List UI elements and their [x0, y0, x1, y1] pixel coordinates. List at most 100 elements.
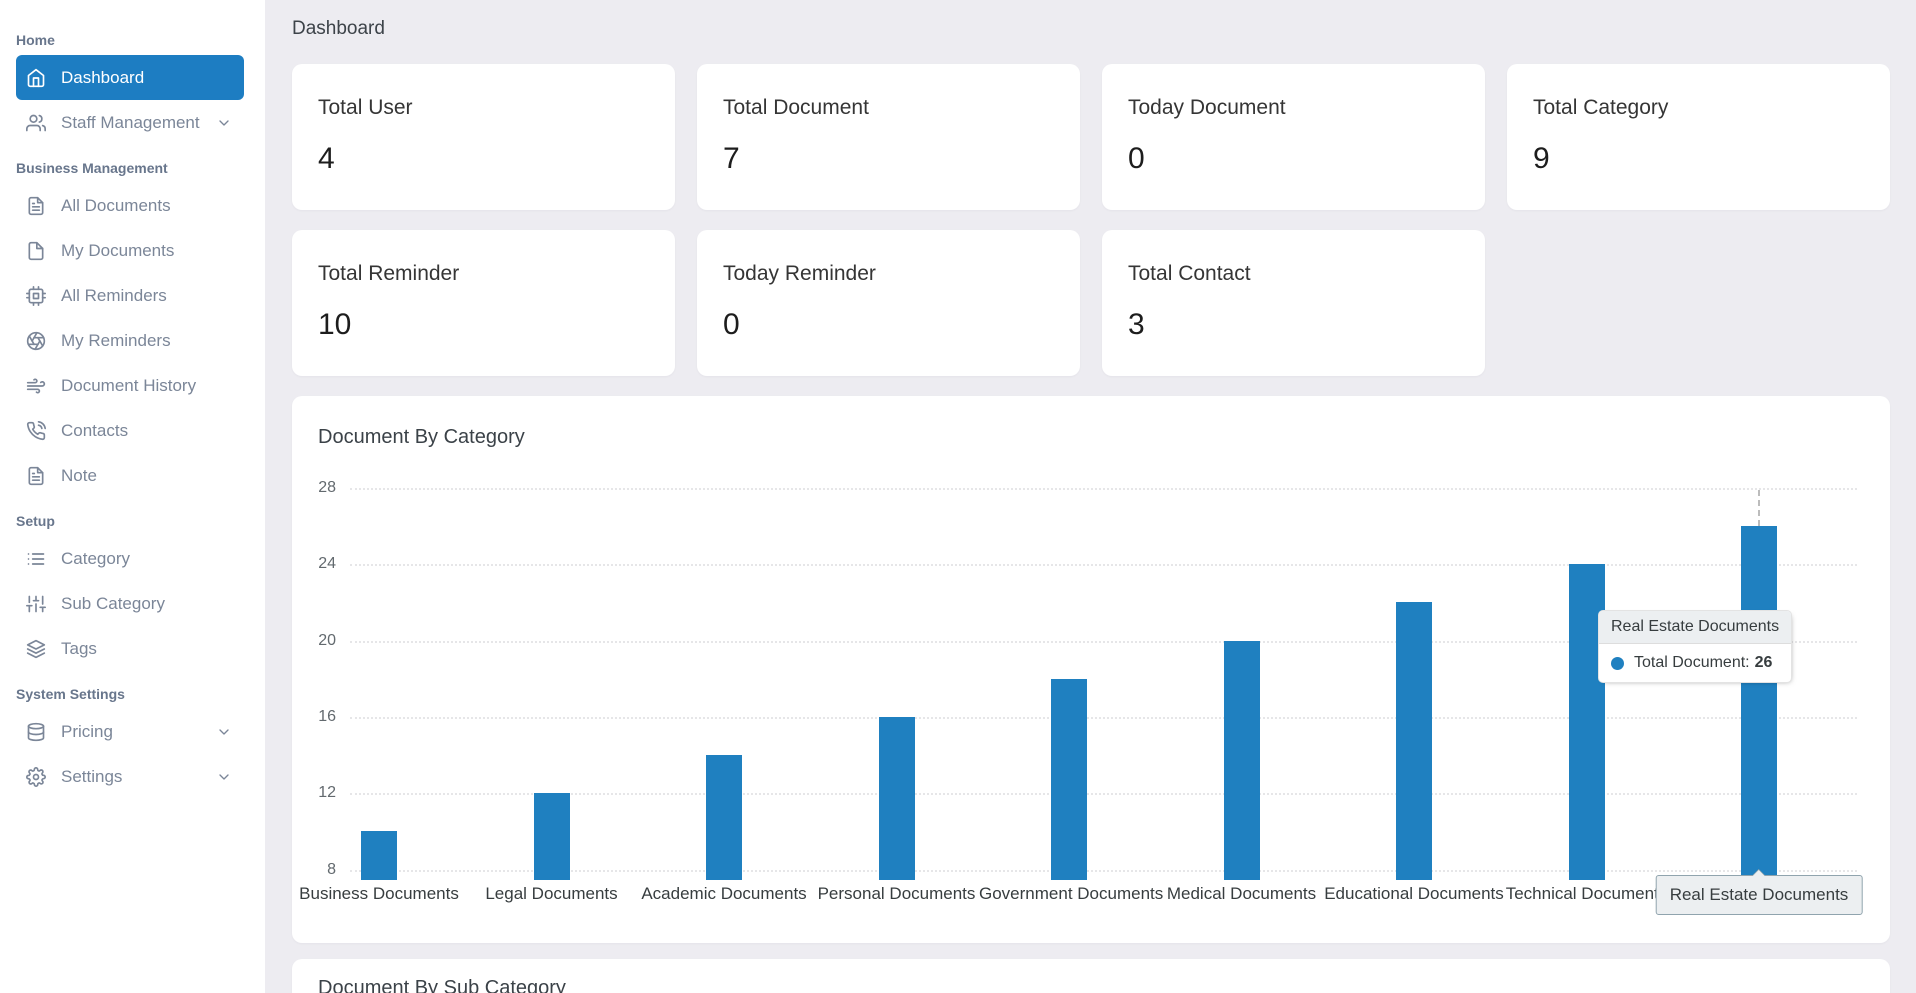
stat-card-title: Total Reminder: [318, 262, 460, 285]
file-icon: [26, 241, 46, 261]
stat-card-title: Today Reminder: [723, 262, 876, 285]
stat-card-value: 7: [723, 142, 740, 175]
users-icon: [26, 113, 46, 133]
sidebar-item-label: Note: [61, 465, 97, 485]
sidebar-item-category[interactable]: Category: [16, 536, 244, 581]
sidebar-item-label: Pricing: [61, 721, 113, 741]
x-axis-label-government-documents: Government Documents: [979, 884, 1164, 903]
sidebar-item-pricing[interactable]: Pricing: [16, 709, 244, 754]
chart-tooltip-body: Total Document: 26: [1599, 644, 1791, 682]
sidebar-item-settings[interactable]: Settings: [16, 754, 244, 799]
y-axis-tick-label: 8: [327, 860, 336, 878]
sidebar-section-setup: Setup: [16, 513, 55, 529]
gear-icon: [26, 766, 46, 787]
bar-personal-documents[interactable]: [878, 716, 915, 880]
bar-legal-documents[interactable]: [533, 793, 570, 880]
sidebar-item-label: Category: [61, 548, 130, 568]
sidebar-item-label: My Documents: [61, 240, 175, 260]
sidebar: Home Dashboard Staff Management Business Ma…: [0, 0, 265, 993]
sidebar-item-document-history[interactable]: Document History: [16, 363, 244, 408]
sidebar-item-label: All Reminders: [61, 285, 167, 305]
sidebar-section-business-management: Business Management: [16, 160, 168, 176]
sidebar-section-system-settings: System Settings: [16, 686, 125, 702]
chevron-down-icon: [216, 724, 232, 740]
xaxis-tooltip: Real Estate Documents: [1655, 875, 1863, 915]
sidebar-item-my-documents[interactable]: My Documents: [16, 228, 244, 273]
stat-card-title: Total Document: [723, 96, 869, 119]
sidebar-item-label: Contacts: [61, 420, 129, 440]
sidebar-nav: Home Dashboard Staff Management Business Ma…: [0, 31, 265, 799]
chart-tooltip: Real Estate Documents Total Document: 26: [1598, 610, 1793, 683]
stat-card-total-user: Total User 4: [292, 64, 675, 210]
subcategory-chart-title: Document By Sub Category: [318, 977, 566, 993]
x-axis-label-business-documents: Business Documents: [299, 884, 459, 903]
sidebar-item-all-reminders[interactable]: All Reminders: [16, 273, 244, 318]
sidebar-item-tags[interactable]: Tags: [16, 626, 244, 671]
chart-tooltip-title: Real Estate Documents: [1599, 611, 1792, 644]
y-axis-tick-label: 20: [318, 631, 336, 649]
sidebar-item-staff-management[interactable]: Staff Management: [16, 100, 244, 145]
sidebar-item-label: Dashboard: [61, 67, 145, 87]
stat-card-title: Total Contact: [1128, 262, 1251, 285]
x-axis-label-personal-documents: Personal Documents: [817, 884, 976, 903]
stat-card-total-document: Total Document 7: [697, 64, 1080, 210]
bar-medical-documents[interactable]: [1223, 640, 1260, 880]
x-axis-label-technical-documents: Technical Documents: [1505, 884, 1668, 903]
stat-card-today-document: Today Document 0: [1102, 64, 1485, 210]
bar-academic-documents[interactable]: [706, 755, 742, 880]
stat-card-title: Total User: [318, 96, 413, 119]
sliders-icon: [26, 594, 46, 614]
y-axis-tick-label: 12: [318, 784, 336, 802]
chart-tooltip-value: 26: [1754, 654, 1773, 671]
stat-card-total-reminder: Total Reminder 10: [292, 230, 675, 376]
sidebar-item-label: Staff Management: [61, 112, 200, 132]
stat-card-value: 0: [723, 308, 740, 341]
bar-real-estate-documents[interactable]: [1741, 526, 1777, 880]
sidebar-item-dashboard[interactable]: Dashboard: [16, 55, 244, 100]
sidebar-item-label: All Documents: [61, 195, 171, 215]
file-text-icon: [26, 466, 46, 486]
series-marker-icon: [1611, 656, 1624, 670]
chevron-down-icon: [216, 769, 232, 785]
x-axis-label-academic-documents: Academic Documents: [641, 884, 807, 903]
database-icon: [26, 722, 46, 742]
gridline: [350, 487, 1857, 490]
bar-business-documents[interactable]: [361, 831, 397, 880]
phone-call-icon: [26, 420, 46, 441]
y-axis-tick-label: 16: [318, 707, 336, 725]
sidebar-item-sub-category[interactable]: Sub Category: [16, 581, 244, 626]
main-content: Dashboard Total User 4 Total Document 7 Toda…: [265, 0, 1916, 993]
crosshair-line: [1758, 490, 1760, 526]
bar-government-documents[interactable]: [1051, 678, 1087, 880]
gridline: [350, 716, 1857, 719]
list-icon: [26, 549, 46, 569]
x-axis-label-medical-documents: Medical Documents: [1166, 884, 1317, 903]
sidebar-item-contacts[interactable]: Contacts: [16, 408, 244, 453]
home-icon: [26, 68, 46, 88]
stat-card-value: 0: [1128, 142, 1145, 175]
gridline: [350, 564, 1857, 567]
chevron-down-icon: [216, 115, 232, 131]
y-axis-tick-label: 24: [318, 555, 336, 573]
stat-card-title: Total Category: [1533, 96, 1669, 119]
x-axis-label-educational-documents: Educational Documents: [1324, 884, 1504, 903]
file-text-icon: [26, 196, 46, 216]
stat-card-total-category: Total Category 9: [1507, 64, 1890, 210]
cpu-icon: [26, 285, 46, 306]
sidebar-item-all-documents[interactable]: All Documents: [16, 183, 244, 228]
document-by-sub-category-card: Document By Sub Category: [292, 959, 1890, 993]
sidebar-item-label: My Reminders: [61, 330, 171, 350]
sidebar-item-my-reminders[interactable]: My Reminders: [16, 318, 244, 363]
document-by-category-card: Document By Category 28 24 20 16 12 8 Business…: [292, 396, 1890, 943]
y-axis-tick-label: 28: [318, 478, 336, 496]
stat-card-today-reminder: Today Reminder 0: [697, 230, 1080, 376]
chart-title: Document By Category: [318, 426, 525, 448]
stat-card-value: 3: [1128, 308, 1145, 341]
sidebar-item-label: Document History: [61, 375, 197, 395]
gridline: [350, 869, 1857, 872]
sidebar-item-note[interactable]: Note: [16, 453, 244, 498]
bar-educational-documents[interactable]: [1396, 602, 1432, 880]
aperture-icon: [26, 331, 46, 351]
stat-cards-row1: Total User 4 Total Document 7 Today Document…: [292, 64, 1890, 210]
stat-card-total-contact: Total Contact 3: [1102, 230, 1485, 376]
